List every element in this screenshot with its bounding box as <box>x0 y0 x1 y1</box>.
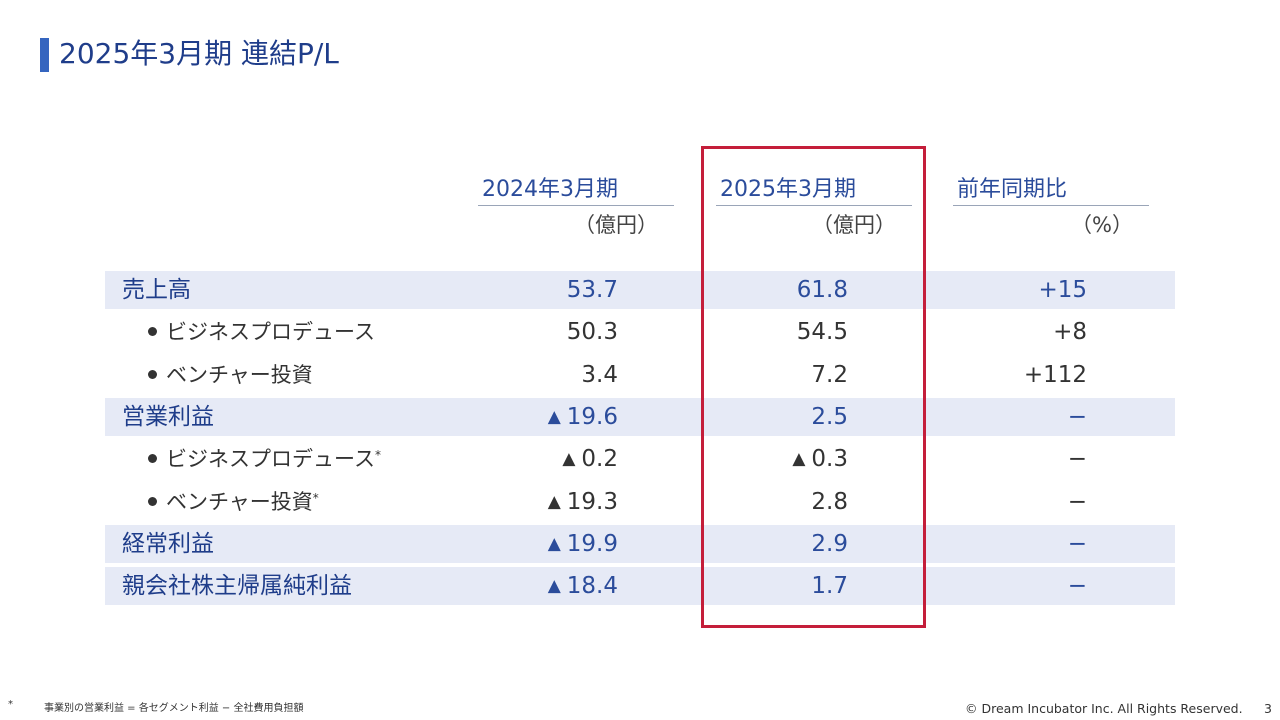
row-label: 経常利益 <box>122 525 214 563</box>
footnote-mark: * <box>8 699 13 710</box>
value-text: +112 <box>1023 362 1087 388</box>
column-header-fy2025: 2025年3月期 <box>716 174 912 206</box>
row-value: 7.2 <box>700 356 848 394</box>
row-label-text: 営業利益 <box>122 404 214 430</box>
value-text: − <box>1067 446 1087 472</box>
row-value: 50.3 <box>470 313 618 351</box>
row-value: 2.5 <box>700 398 848 436</box>
value-text: 2.8 <box>811 489 848 515</box>
row-band <box>105 271 1175 309</box>
bullet-icon <box>148 453 157 463</box>
negative-triangle-icon: ▲ <box>547 492 561 512</box>
row-value: ▲ 19.9 <box>470 525 618 563</box>
row-value: ▲ 18.4 <box>470 567 618 605</box>
row-label: 売上高 <box>122 271 191 309</box>
row-value: − <box>930 525 1087 563</box>
row-label-text: 経常利益 <box>122 531 214 557</box>
row-value: 1.7 <box>700 567 848 605</box>
value-text: 19.9 <box>566 531 618 557</box>
row-value: 54.5 <box>700 313 848 351</box>
row-value: 61.8 <box>700 271 848 309</box>
row-label: ベンチャー投資* <box>148 483 319 521</box>
value-text: 53.7 <box>566 277 618 303</box>
unit-fy2025: （億円） <box>812 213 896 237</box>
row-value: +112 <box>930 356 1087 394</box>
row-value: 3.4 <box>470 356 618 394</box>
value-text: +8 <box>1053 319 1087 345</box>
value-text: − <box>1067 489 1087 515</box>
bullet-icon <box>148 326 157 336</box>
row-band <box>105 398 1175 436</box>
row-label-text: ビジネスプロデュース <box>166 447 375 471</box>
value-text: 2.5 <box>811 404 848 430</box>
title-accent-bar <box>40 38 49 72</box>
bullet-icon <box>148 369 157 379</box>
column-header-yoy: 前年同期比 <box>953 174 1149 206</box>
value-text: − <box>1067 531 1087 557</box>
row-label: 親会社株主帰属純利益 <box>122 567 352 605</box>
copyright: © Dream Incubator Inc. All Rights Reserv… <box>965 701 1243 716</box>
footnote-reference: * <box>312 491 319 505</box>
row-value: 2.9 <box>700 525 848 563</box>
unit-yoy: （%） <box>1071 213 1133 237</box>
value-text: 18.4 <box>566 573 618 599</box>
negative-triangle-icon: ▲ <box>792 449 806 469</box>
row-value: − <box>930 398 1087 436</box>
value-text: 61.8 <box>796 277 848 303</box>
value-text: 54.5 <box>796 319 848 345</box>
bullet-icon <box>148 496 157 506</box>
row-label-text: 親会社株主帰属純利益 <box>122 573 352 599</box>
value-text: − <box>1067 573 1087 599</box>
page-number: 3 <box>1264 701 1272 716</box>
row-value: +8 <box>930 313 1087 351</box>
row-label-text: ベンチャー投資 <box>166 490 313 514</box>
row-value: ▲ 19.6 <box>470 398 618 436</box>
value-text: +15 <box>1038 277 1087 303</box>
footnote-text: 事業別の営業利益 = 各セグメント利益 − 全社費用負担額 <box>44 703 304 714</box>
fy2025-highlight-box <box>701 146 926 628</box>
row-value: ▲ 19.3 <box>470 483 618 521</box>
row-band <box>105 567 1175 605</box>
row-band <box>105 525 1175 563</box>
value-text: 2.9 <box>811 531 848 557</box>
row-label: ビジネスプロデュース* <box>148 440 381 478</box>
row-value: 53.7 <box>470 271 618 309</box>
value-text: 50.3 <box>566 319 618 345</box>
row-value: − <box>930 483 1087 521</box>
row-label: 営業利益 <box>122 398 214 436</box>
value-text: 0.2 <box>581 446 618 472</box>
page-title: 2025年3月期 連結P/L <box>59 37 339 70</box>
value-text: 19.3 <box>566 489 618 515</box>
negative-triangle-icon: ▲ <box>547 534 561 554</box>
row-label-text: ビジネスプロデュース <box>166 320 375 344</box>
row-value: +15 <box>930 271 1087 309</box>
negative-triangle-icon: ▲ <box>562 449 576 469</box>
unit-fy2024: （億円） <box>574 213 658 237</box>
value-text: 7.2 <box>811 362 848 388</box>
row-label: ビジネスプロデュース <box>148 313 375 351</box>
value-text: 0.3 <box>811 446 848 472</box>
row-value: ▲ 0.2 <box>470 440 618 478</box>
negative-triangle-icon: ▲ <box>547 576 561 596</box>
value-text: 1.7 <box>811 573 848 599</box>
row-label: ベンチャー投資 <box>148 356 313 394</box>
value-text: − <box>1067 404 1087 430</box>
footnote-reference: * <box>374 448 381 462</box>
column-header-fy2024: 2024年3月期 <box>478 174 674 206</box>
row-value: − <box>930 567 1087 605</box>
row-value: − <box>930 440 1087 478</box>
row-value: ▲ 0.3 <box>700 440 848 478</box>
row-value: 2.8 <box>700 483 848 521</box>
row-label-text: 売上高 <box>122 277 191 303</box>
negative-triangle-icon: ▲ <box>547 407 561 427</box>
value-text: 19.6 <box>566 404 618 430</box>
row-label-text: ベンチャー投資 <box>166 363 313 387</box>
value-text: 3.4 <box>581 362 618 388</box>
